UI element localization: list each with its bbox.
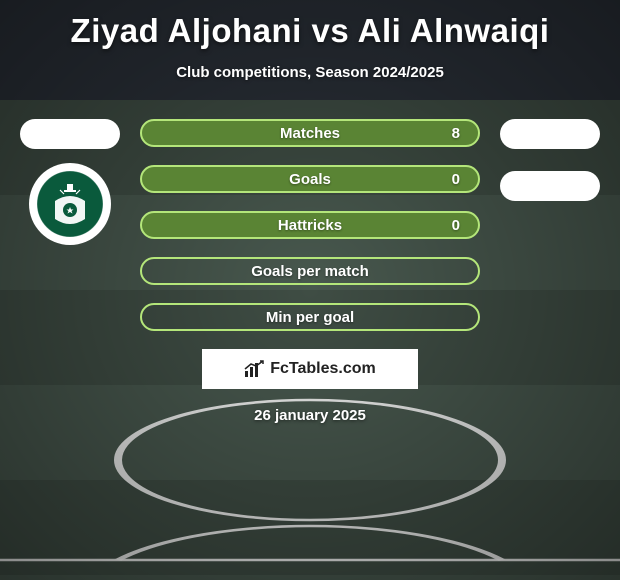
stat-label: Goals [289,171,331,188]
main-row: Matches 8 Goals 0 Hattricks 0 Goals per … [0,119,620,331]
left-player-column [10,119,130,331]
stat-value-right: 0 [452,217,460,234]
player1-club-crest [29,163,111,245]
player1-avatar-placeholder [20,119,120,149]
page-title: Ziyad Aljohani vs Ali Alnwaiqi [71,12,550,50]
brand-badge: FcTables.com [202,349,418,389]
subtitle: Club competitions, Season 2024/2025 [176,64,444,81]
player2-club-placeholder [500,171,600,201]
stat-value-right: 8 [452,125,460,142]
stat-bar-min-per-goal: Min per goal [140,303,480,331]
stat-bar-matches: Matches 8 [140,119,480,147]
stat-bar-hattricks: Hattricks 0 [140,211,480,239]
player2-avatar-placeholder [500,119,600,149]
stat-label: Min per goal [266,309,354,326]
stat-value-right: 0 [452,171,460,188]
stat-bar-goals: Goals 0 [140,165,480,193]
brand-text: FcTables.com [270,360,376,378]
stat-label: Goals per match [251,263,369,280]
date-label: 26 january 2025 [254,407,366,424]
stats-column: Matches 8 Goals 0 Hattricks 0 Goals per … [130,119,490,331]
stat-label: Matches [280,125,340,142]
right-player-column [490,119,610,331]
stat-bar-goals-per-match: Goals per match [140,257,480,285]
stat-label: Hattricks [278,217,342,234]
chart-icon [244,360,266,378]
